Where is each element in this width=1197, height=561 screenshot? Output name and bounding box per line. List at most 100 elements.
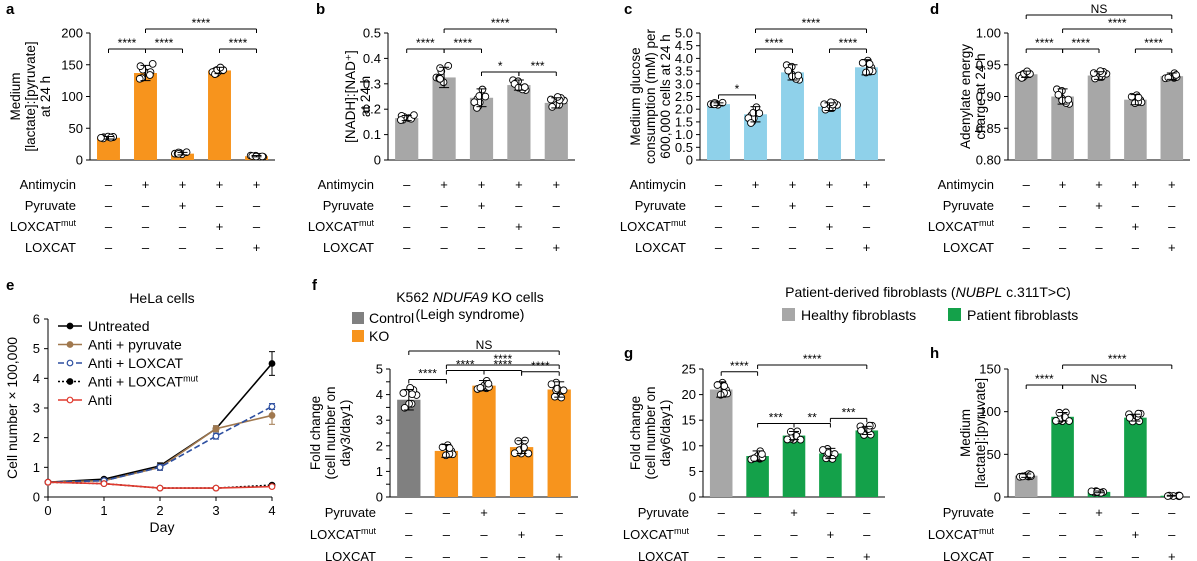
bar [1124,417,1147,497]
condition-label: Pyruvate [638,505,689,520]
y-tick-label: 0.1 [363,127,381,142]
y-tick-label: 2 [33,430,40,445]
bar [509,447,534,497]
condition-sign: + [1132,527,1140,542]
bar [855,430,879,497]
condition-sign: + [555,549,563,561]
title-part: K562 [396,289,433,305]
condition-sign: + [826,219,834,234]
y-tick-label: 0 [994,490,1001,505]
bar [507,85,531,160]
condition-sign: + [863,240,871,255]
bar [707,104,730,160]
data-point [713,381,722,389]
y-tick-label: 5 [689,464,696,479]
data-point [436,74,444,83]
condition-sign: – [1023,240,1031,255]
data-point [1134,409,1143,418]
y-axis-label: 600,000 cells at 24 h [658,34,673,159]
y-tick-label: 1.5 [675,114,693,129]
data-point [268,483,276,491]
condition-sign: – [440,240,448,255]
condition-sign: + [1168,177,1176,192]
condition-sign: – [863,198,871,213]
condition-sign: + [752,177,760,192]
legend-marker [66,378,74,385]
bar [1124,99,1147,160]
x-tick-label: 2 [156,503,163,518]
y-tick-label: 0.5 [363,26,381,41]
condition-sign: – [553,219,561,234]
data-point [212,432,220,440]
condition-label: LOXCATmut [308,218,375,234]
condition-sign: – [863,505,871,520]
data-point [135,74,144,83]
data-point [794,71,803,80]
y-tick-label: 0.90 [976,89,1001,104]
condition-label-text: LOXCAT [10,219,61,234]
condition-label-sup: mut [979,526,995,536]
significance-label: **** [1035,372,1054,386]
y-tick-label: 4 [33,371,40,386]
condition-sign: – [718,505,726,520]
legend-label: Untreated [88,318,149,334]
condition-label: LOXCAT [943,240,994,255]
data-point [473,104,481,112]
legend-text: Anti + LOXCAT [88,355,184,371]
y-tick-label: 1 [376,464,383,479]
condition-sign: – [752,219,760,234]
x-tick-label: 0 [44,503,51,518]
condition-sign: – [1132,240,1140,255]
y-axis-label: at 24 h [38,76,53,117]
x-tick-label: 3 [212,503,219,518]
y-axis-label: day6/day1) [658,400,673,467]
y-tick-label: 0.2 [363,102,381,117]
condition-sign: – [405,505,413,520]
condition-sign: – [1095,219,1103,234]
data-point [484,379,493,388]
condition-sign: – [556,527,564,542]
legend-label: Anti + LOXCAT [88,355,184,371]
condition-sign: + [553,240,561,255]
condition-label-text: LOXCAT [310,527,361,542]
condition-sign: + [827,527,835,542]
data-point [1026,471,1035,479]
condition-sign: + [253,240,261,255]
bar [819,453,842,497]
y-tick-label: 2 [376,438,383,453]
condition-label-sup: mut [359,218,375,228]
y-axis-label: consumption (mM) per [643,28,658,164]
condition-sign: – [518,505,526,520]
data-point [399,389,408,397]
panel-b: b00.10.20.30.40.5[NADH]:[NAD⁺] at 24 h***… [308,1,575,255]
legend-swatch [948,308,961,321]
y-tick-label: 50 [987,447,1001,462]
condition-sign: – [1132,505,1140,520]
panel-letter-f: f [312,277,318,294]
panel-f-title: K562 NDUFA9 KO cells [396,289,544,305]
condition-sign: – [1095,527,1103,542]
significance-label: **** [1144,36,1163,50]
condition-sign: – [1059,240,1067,255]
data-point [445,444,454,452]
condition-sign: – [142,240,150,255]
condition-label: LOXCAT [325,549,376,561]
patient-header: Patient-derived fibroblasts (NUBPL c.311… [782,284,1078,323]
condition-sign: – [827,505,835,520]
y-axis-label: [lactate]:[pyruvate] [973,378,988,488]
bar [746,456,769,497]
bar [1014,475,1038,497]
condition-sign: – [105,177,113,192]
legend-text: Anti [88,392,112,408]
condition-sign: – [1023,549,1031,561]
condition-sign: + [826,177,834,192]
y-tick-label: 150 [979,362,1001,377]
condition-sign: – [715,219,723,234]
condition-sign: – [1168,527,1176,542]
condition-sign: + [1095,177,1103,192]
significance-label: **** [416,36,435,50]
y-tick-label: 50 [69,121,83,136]
legend-marker [66,322,74,330]
data-point [148,60,157,68]
